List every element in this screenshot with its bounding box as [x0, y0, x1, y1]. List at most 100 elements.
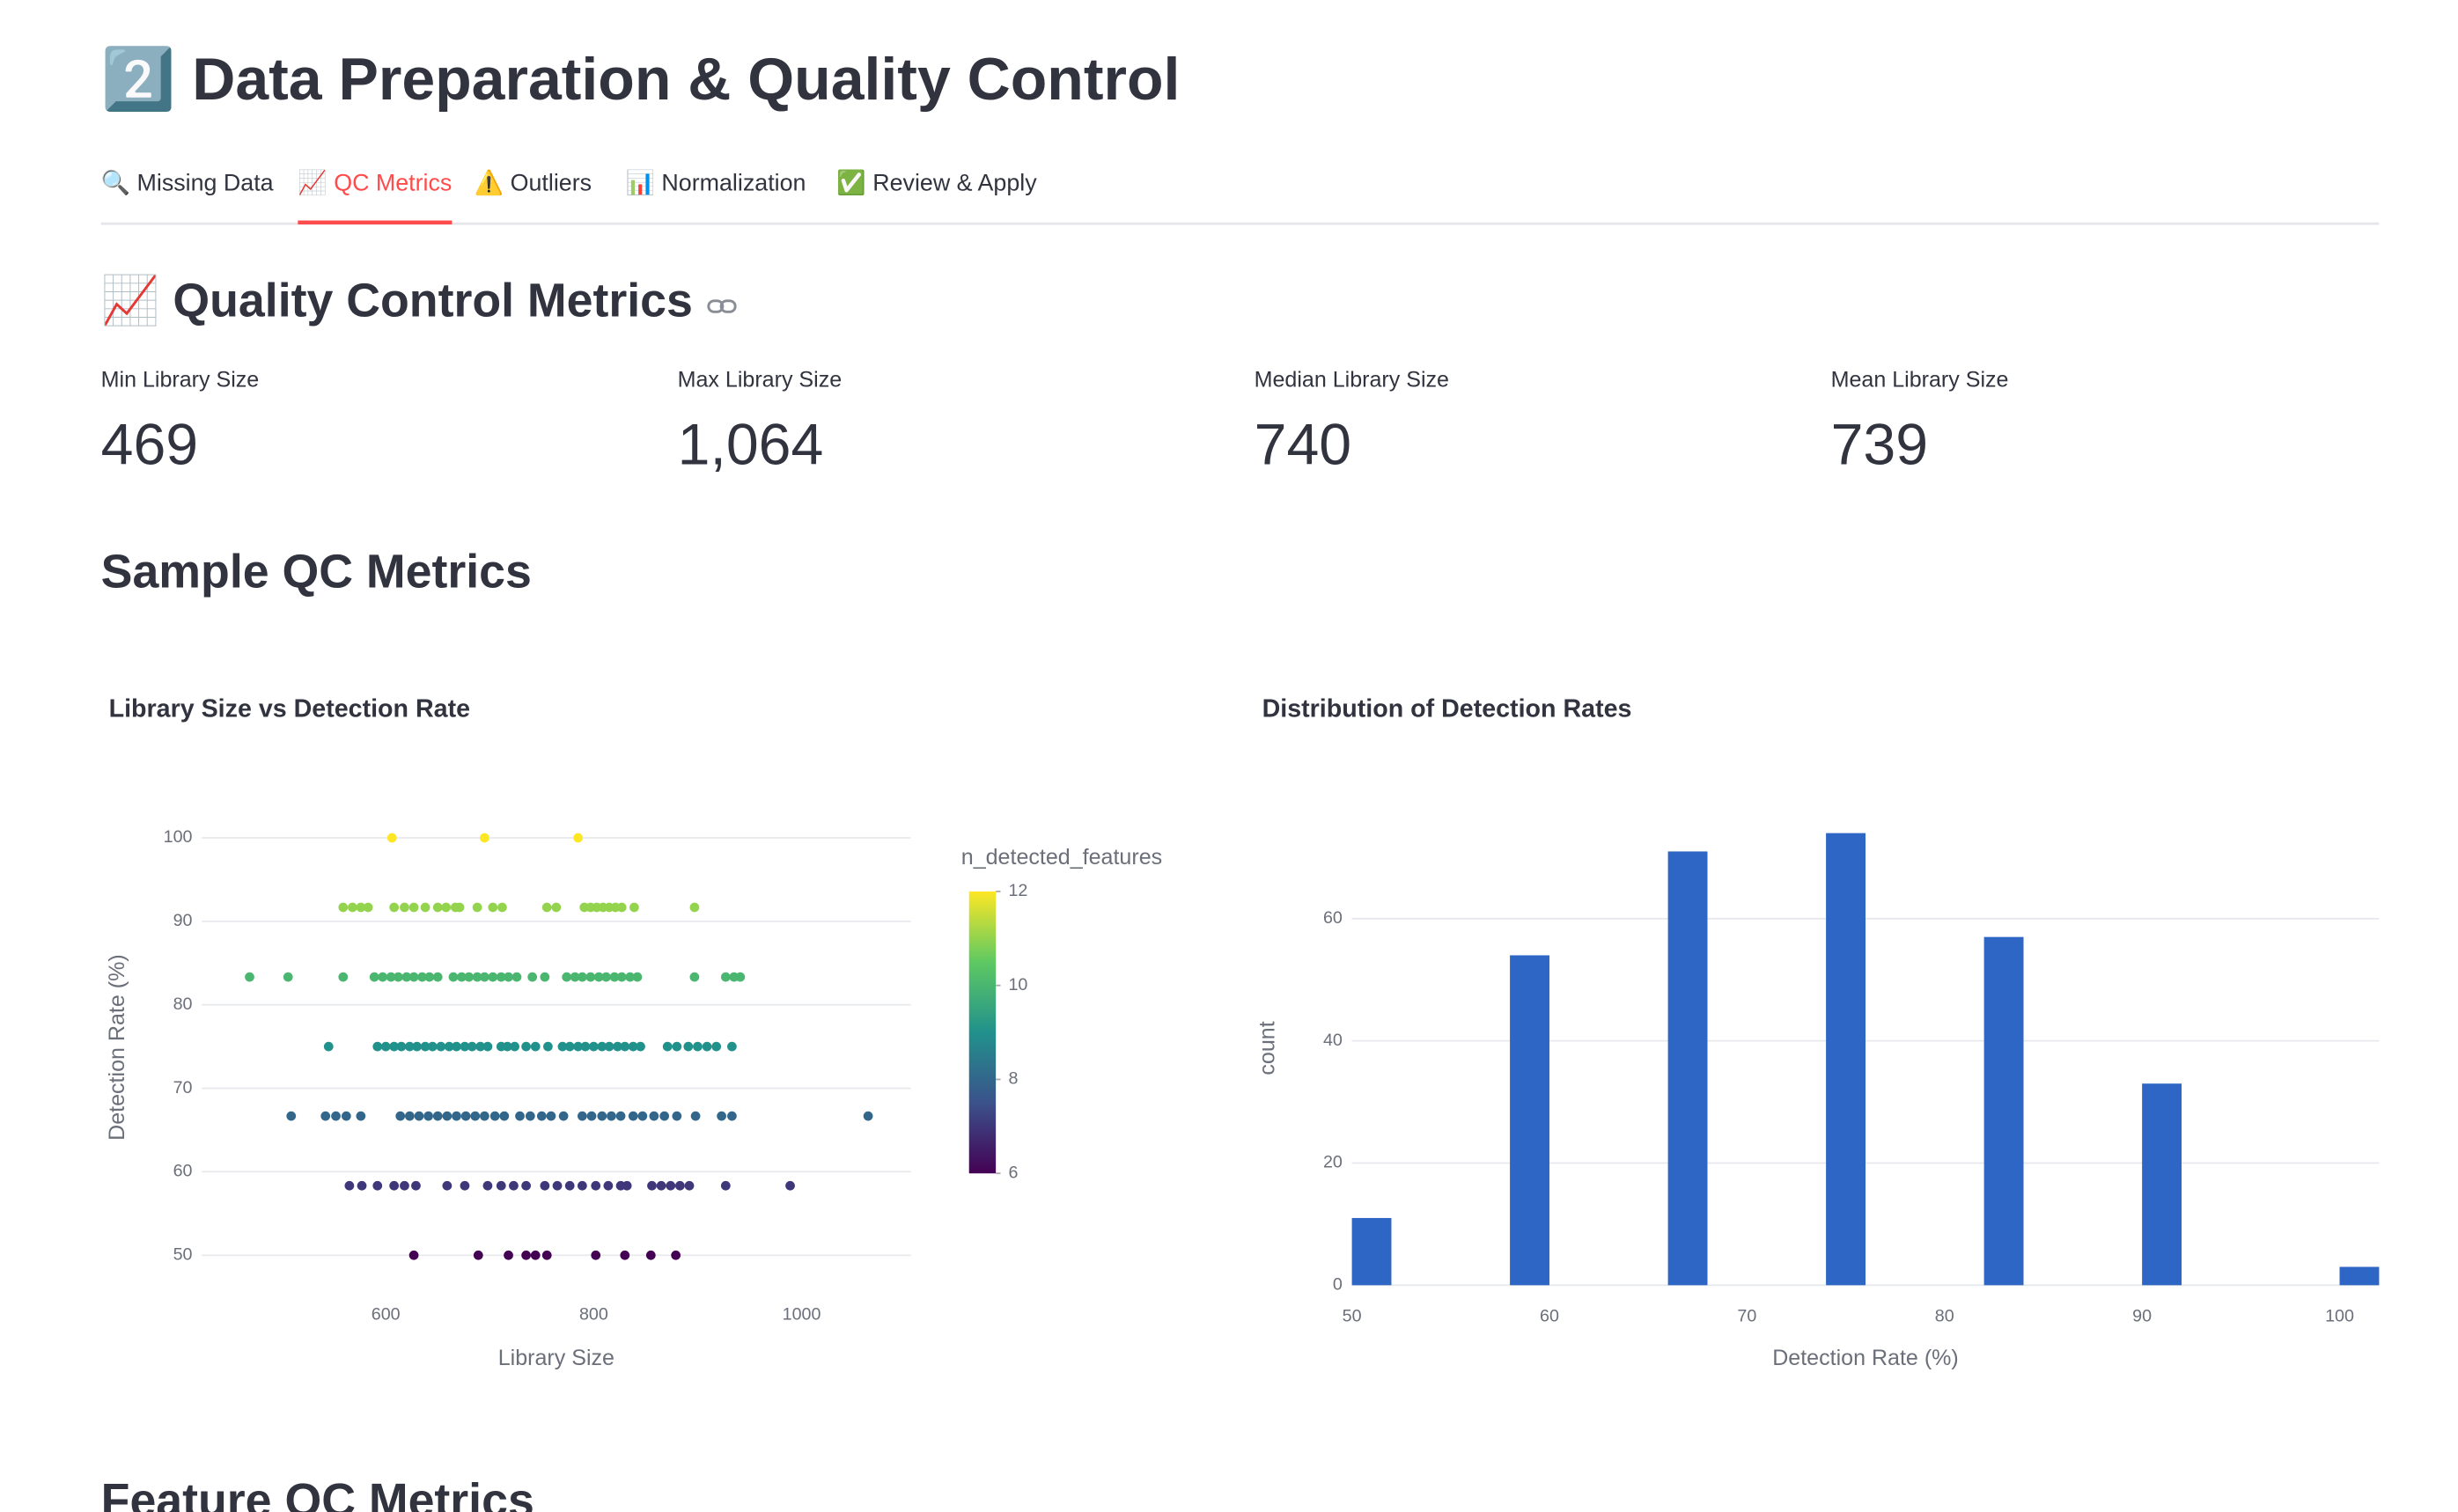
- x-tick-label: 50: [1343, 1306, 1362, 1325]
- scatter-point: [577, 1111, 587, 1121]
- scatter-point: [499, 1111, 510, 1121]
- subheader: Sample QC Metrics: [101, 545, 532, 598]
- scatter-point: [420, 1041, 431, 1052]
- scatter-point: [717, 1111, 726, 1121]
- scatter-point: [541, 1250, 552, 1260]
- scatter-point: [432, 972, 443, 982]
- scatter-point: [562, 972, 572, 982]
- scatter-point: [395, 1111, 406, 1121]
- scatter-point: [580, 1041, 591, 1052]
- scatter-point: [690, 1111, 701, 1121]
- metric-label: Min Library Size: [101, 368, 260, 393]
- tab[interactable]: 📊 Normalization: [626, 168, 806, 195]
- scatter-point: [344, 1180, 355, 1191]
- scatter-point: [607, 1111, 616, 1121]
- tab[interactable]: 📈 QC Metrics: [298, 168, 452, 195]
- scatter-point: [432, 1111, 443, 1121]
- scatter-point: [496, 972, 506, 982]
- scatter-point: [536, 1111, 547, 1121]
- scatter-point: [380, 1041, 391, 1052]
- scatter-point: [527, 972, 538, 982]
- scatter-point: [482, 1041, 493, 1052]
- scatter-point: [543, 1041, 553, 1052]
- histogram-bar: [2142, 1083, 2182, 1286]
- histogram-bar: [2339, 1266, 2380, 1286]
- scatter-point: [601, 972, 611, 982]
- scatter-point: [283, 972, 293, 982]
- scatter-point: [372, 1180, 383, 1191]
- scatter-point: [509, 1180, 519, 1191]
- scatter-point: [521, 1250, 531, 1260]
- scatter-point: [472, 902, 482, 913]
- scatter-point: [386, 833, 397, 843]
- link-loop: [707, 299, 725, 313]
- scatter-point: [320, 1111, 331, 1121]
- scatter-point: [591, 1180, 601, 1191]
- scatter-point: [530, 1041, 541, 1052]
- scatter-point: [496, 1180, 506, 1191]
- section-title: 📈 Quality Control Metrics: [101, 274, 693, 327]
- scatter-point: [615, 1111, 626, 1121]
- x-axis-label: Library Size: [498, 1346, 614, 1370]
- x-tick-label: 100: [2325, 1306, 2354, 1325]
- scatter-point: [662, 1041, 673, 1052]
- scatter-point: [689, 972, 700, 982]
- scatter-point: [427, 1041, 438, 1052]
- scatter-point: [551, 902, 562, 913]
- scatter-point: [417, 972, 427, 982]
- scatter-point: [412, 1041, 422, 1052]
- scatter-point: [338, 902, 349, 913]
- scatter-point: [552, 1180, 563, 1191]
- x-tick-label: 600: [372, 1305, 401, 1325]
- scatter-point: [541, 902, 552, 913]
- scatter-point: [515, 1111, 525, 1121]
- scatter-point: [591, 1250, 601, 1260]
- scatter-point: [452, 1111, 461, 1121]
- scatter-point: [460, 1180, 470, 1191]
- histogram-bar: [1983, 936, 2024, 1286]
- scatter-point: [573, 833, 584, 843]
- scatter-point: [521, 1180, 531, 1191]
- colorbar-tick-label: 10: [1008, 975, 1027, 995]
- scatter-point: [386, 972, 396, 982]
- colorbar-tick-label: 8: [1008, 1069, 1018, 1089]
- scatter-point: [475, 1041, 486, 1052]
- scatter-point: [452, 1041, 461, 1052]
- x-axis-label: Detection Rate (%): [1772, 1346, 1959, 1370]
- metric-label: Mean Library Size: [1831, 368, 2009, 393]
- scatter-point: [702, 1041, 712, 1052]
- scatter-point: [331, 1111, 341, 1121]
- scatter-point: [863, 1111, 873, 1121]
- scatter-point: [666, 1180, 676, 1191]
- tab[interactable]: 🔍 Missing Data: [101, 166, 274, 195]
- histogram-bar: [1826, 833, 1866, 1286]
- tab[interactable]: ⚠️ Outliers: [475, 168, 592, 195]
- scatter-point: [378, 972, 388, 982]
- scatter-point: [389, 1180, 400, 1191]
- anchor-link-icon[interactable]: [707, 299, 737, 313]
- scatter-point: [674, 1180, 685, 1191]
- scatter-point: [546, 1111, 556, 1121]
- scatter-point: [521, 1041, 531, 1052]
- scatter-point: [404, 1041, 415, 1052]
- scatter-point: [460, 1111, 471, 1121]
- scatter-point: [424, 972, 435, 982]
- x-tick-label: 70: [1737, 1306, 1756, 1325]
- scatter-point: [510, 1041, 519, 1052]
- tab[interactable]: ✅ Review & Apply: [836, 168, 1037, 195]
- scatter-point: [785, 1180, 795, 1191]
- scatter-point: [564, 1041, 575, 1052]
- scatter-point: [711, 1041, 722, 1052]
- scatter-point: [408, 902, 419, 913]
- y-tick-label: 100: [164, 827, 193, 847]
- scatter-point: [557, 1041, 568, 1052]
- scatter-point: [504, 972, 513, 982]
- scatter-point: [441, 902, 452, 913]
- scatter-point: [389, 902, 400, 913]
- scatter-point: [480, 833, 489, 843]
- scatter-point: [613, 1041, 622, 1052]
- scatter-point: [720, 972, 731, 982]
- x-tick-label: 1000: [783, 1305, 821, 1325]
- scatter-point: [727, 1111, 737, 1121]
